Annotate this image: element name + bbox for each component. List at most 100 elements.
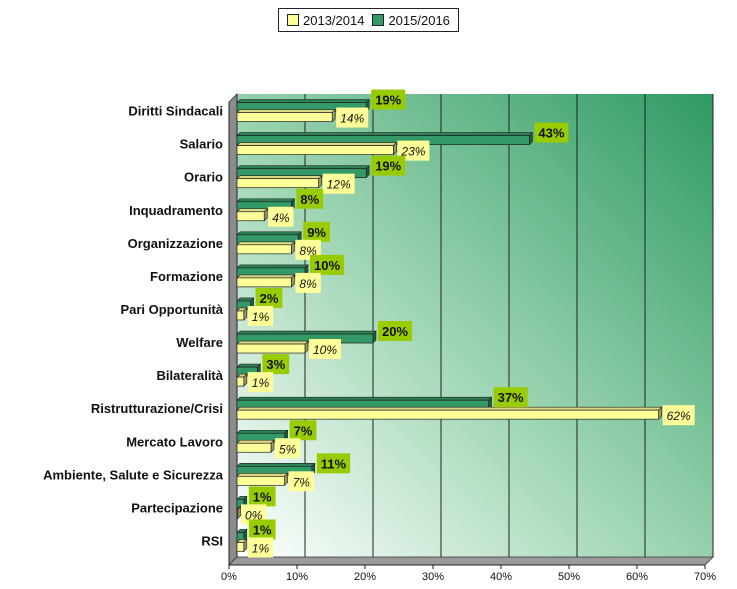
category-label-diritti-sindacali: Diritti Sindacali: [128, 104, 223, 119]
data-label-text: 14%: [340, 112, 364, 126]
data-label-text: 0%: [245, 508, 263, 522]
data-label-text: 8%: [300, 192, 319, 207]
x-axis: 0% 10% 20% 30% 40% 50% 60% 70%: [221, 102, 716, 583]
bar-top-face: [236, 406, 663, 411]
bar-top-face: [236, 363, 262, 368]
data-label-2015-2016-rsi: 1%: [248, 519, 276, 540]
bar-2013-2014-salario: [236, 141, 398, 156]
data-label-text: 12%: [327, 178, 351, 192]
bar-top-face: [236, 473, 289, 477]
data-label-2013-2014-organizzazione: 8%: [295, 239, 321, 260]
data-label-2015-2016-diritti-sindacali: 19%: [371, 89, 406, 110]
data-label-bg: [397, 140, 430, 161]
data-label-2013-2014-bilateralita: 1%: [247, 372, 274, 393]
data-label-text: 8%: [299, 277, 317, 291]
data-label-bg: [255, 287, 283, 308]
data-label-bg: [248, 486, 276, 507]
bar-2013-2014-ambiente-salute-e-sicurezza: [236, 472, 289, 487]
category-label-welfare: Welfare: [176, 335, 223, 350]
bar-top-face: [236, 132, 534, 136]
bar-top-face: [236, 439, 275, 444]
data-label-bg: [295, 239, 321, 260]
x-tick-label: 70%: [694, 571, 716, 583]
bar-front-face: [236, 244, 292, 255]
bar-2013-2014-diritti-sindacali: [236, 108, 336, 123]
bar-2013-2014-formazione: [236, 274, 296, 288]
bar-front-face: [236, 145, 394, 155]
data-label-bg: [534, 122, 569, 143]
data-label-bg: [248, 519, 276, 540]
data-label-text: 10%: [313, 343, 337, 357]
data-label-2013-2014-orario: 12%: [322, 173, 355, 194]
x-tick-label: 20%: [354, 571, 376, 583]
legend-item-2015-2016: 2015/2016: [372, 12, 450, 28]
data-label-text: 3%: [266, 357, 285, 372]
data-label-bg: [268, 206, 294, 227]
category-label-rsi: RSI: [201, 533, 223, 548]
data-label-text: 2%: [260, 291, 279, 306]
bar-front-face: [236, 343, 306, 354]
category-label-orario: Orario: [184, 170, 223, 185]
data-labels: 19%14%43%23%19%12%8%4%9%8%10%8%2%1%20%10…: [241, 89, 695, 558]
bar-2013-2014-orario: [236, 174, 323, 189]
data-label-text: 7%: [293, 475, 311, 489]
x-tick-label: 40%: [490, 571, 512, 583]
legend: 2013/2014 2015/2016: [278, 8, 459, 32]
bar-2013-2014-welfare: [236, 340, 309, 354]
category-label-inquadramento: Inquadramento: [129, 203, 223, 218]
data-label-bg: [247, 537, 274, 558]
data-label-text: 37%: [498, 390, 524, 405]
legend-label-2013-2014: 2013/2014: [303, 12, 365, 28]
bar-top-face: [236, 142, 398, 146]
data-label-2015-2016-pari-opportunita: 2%: [255, 287, 283, 308]
data-label-text: 5%: [279, 442, 297, 456]
bar-top-face: [236, 463, 316, 467]
data-label-2015-2016-formazione: 10%: [310, 254, 345, 275]
data-label-2015-2016-bilateralita: 3%: [262, 354, 290, 375]
bar-2015-2016-pari-opportunita: [236, 297, 255, 311]
data-label-2013-2014-ambiente-salute-e-sicurezza: 7%: [288, 471, 314, 492]
category-label-partecipazione: Partecipazione: [131, 500, 223, 515]
data-label-2013-2014-ristrutturazione-crisi: 62%: [662, 405, 695, 426]
bar-top-face: [236, 231, 302, 236]
bar-top-face: [236, 109, 336, 113]
data-label-2015-2016-inquadramento: 8%: [296, 188, 324, 209]
data-label-text: 19%: [375, 159, 401, 174]
bar-top-face: [236, 264, 309, 269]
data-label-2013-2014-formazione: 8%: [295, 272, 321, 293]
bar-2013-2014-mercato-lavoro: [236, 439, 275, 453]
data-label-bg: [247, 372, 274, 393]
bar-top-face: [236, 330, 377, 335]
category-label-bilateralita: Bilateralità: [157, 368, 224, 383]
data-label-2013-2014-welfare: 10%: [309, 339, 342, 360]
data-label-text: 4%: [272, 211, 290, 225]
bar-top-face: [236, 99, 370, 103]
data-label-text: 62%: [667, 409, 691, 423]
bar-2013-2014-inquadramento: [236, 208, 268, 222]
bar-front-face: [236, 409, 659, 420]
x-tick-label: 50%: [558, 571, 580, 583]
bar-top-face: [236, 198, 296, 203]
bar-2013-2014-organizzazione: [236, 241, 296, 255]
data-label-bg: [262, 354, 290, 375]
data-label-bg: [247, 305, 274, 326]
category-label-pari-opportunita: Pari Opportunità: [120, 302, 223, 317]
category-label-formazione: Formazione: [150, 269, 223, 284]
data-label-2015-2016-mercato-lavoro: 7%: [289, 420, 317, 441]
data-label-2013-2014-salario: 23%: [397, 140, 430, 161]
data-label-bg: [289, 420, 317, 441]
data-label-text: 20%: [382, 324, 408, 339]
category-label-organizzazione: Organizzazione: [128, 236, 223, 251]
data-label-2013-2014-inquadramento: 4%: [268, 206, 294, 227]
x-tick-label: 10%: [286, 571, 308, 583]
data-label-bg: [241, 504, 267, 525]
category-label-ambiente-salute-e-sicurezza: Ambiente, Salute e Sicurezza: [43, 467, 224, 482]
bar-top-face: [236, 241, 296, 246]
data-label-bg: [371, 89, 406, 110]
bar-top-face: [236, 208, 268, 213]
plot-left-wall: [228, 93, 238, 566]
data-label-2015-2016-organizzazione: 9%: [303, 221, 330, 242]
data-label-2015-2016-partecipazione: 1%: [248, 486, 276, 507]
bar-2013-2014-pari-opportunita: [236, 307, 248, 321]
legend-label-2015-2016: 2015/2016: [388, 12, 450, 28]
